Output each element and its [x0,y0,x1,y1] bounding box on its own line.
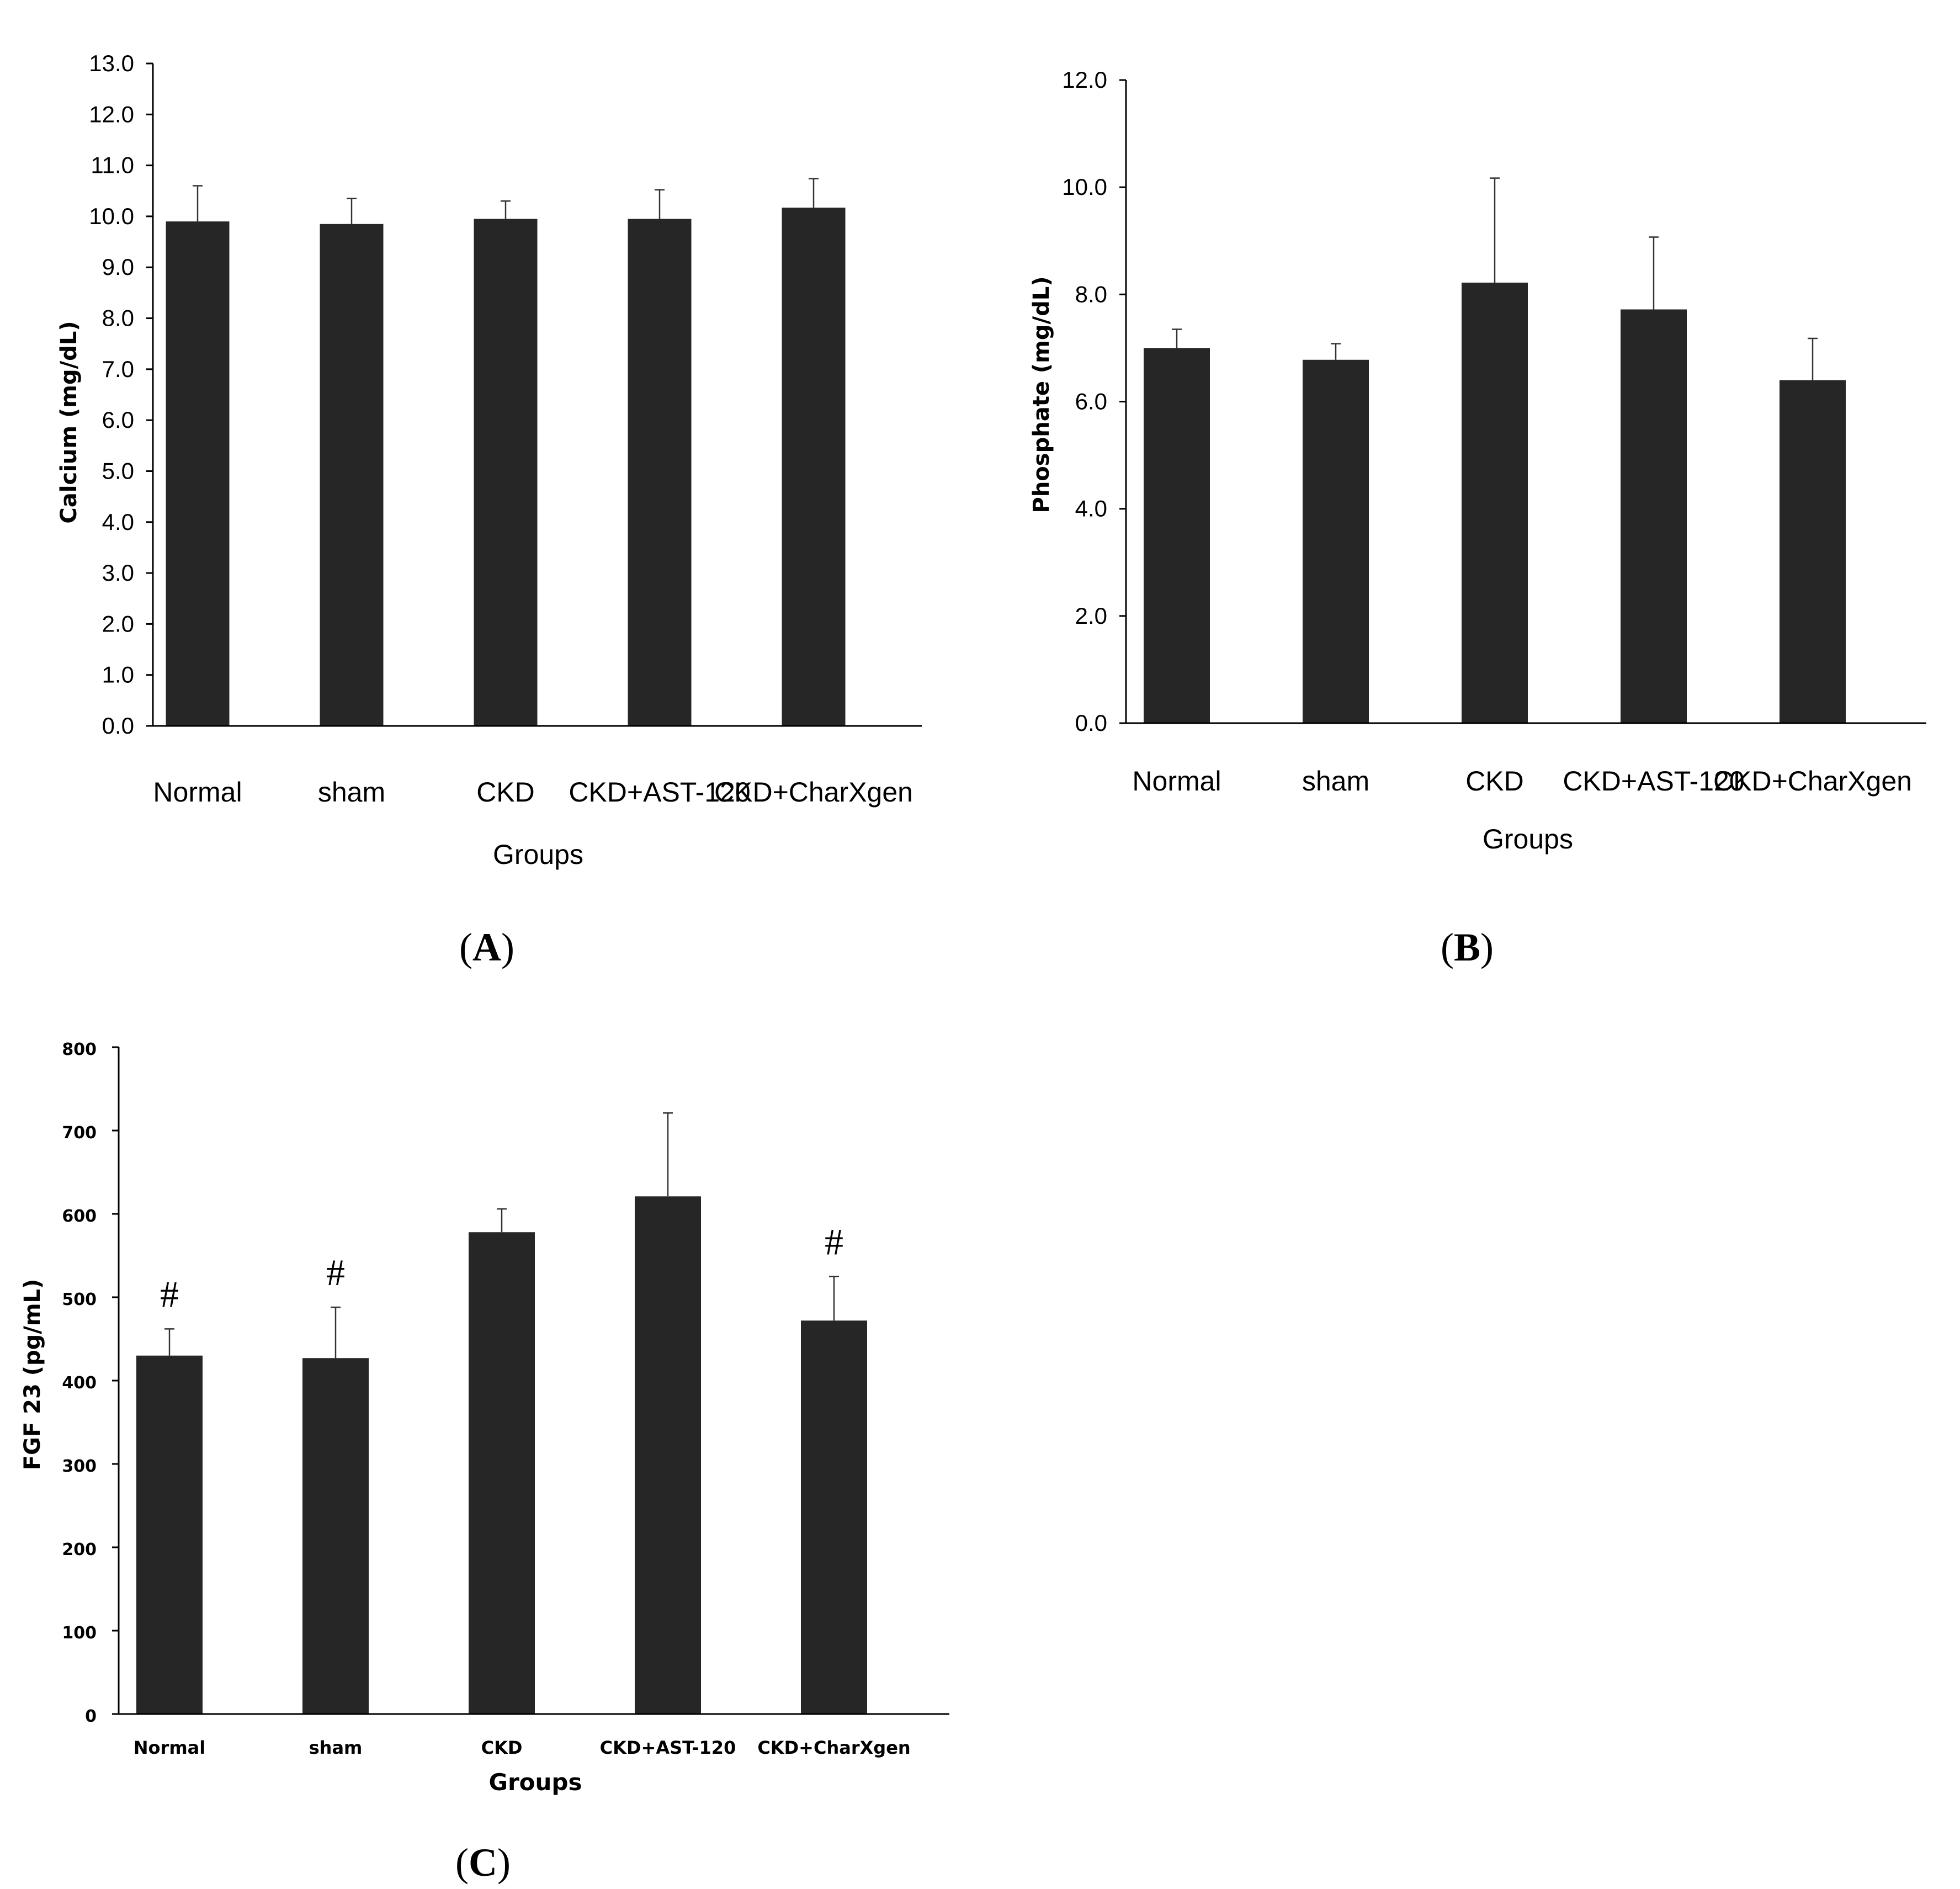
y-tick-label: 600 [62,1207,97,1226]
y-tick-label: 500 [62,1290,97,1309]
y-tick-label: 8.0 [102,305,134,331]
y-tick-label: 200 [62,1540,97,1559]
panel-label: (B) [1441,925,1494,969]
x-category-label: Normal [1132,766,1221,797]
panel-label: (C) [455,1840,511,1885]
bar [1303,359,1369,723]
y-tick-label: 300 [62,1457,97,1476]
y-ticks: 0.0 1.0 2.0 3.0 4.0 5.0 6.0 7.0 8.0 9.0 10.0 11.0 12… [89,50,153,739]
y-tick-label: 10.0 [1062,174,1107,200]
x-category-label: CKD+CharXgen [757,1737,910,1758]
y-tick-label: 3.0 [102,560,134,586]
bar [474,219,538,726]
x-category-label: CKD+AST-120 [600,1737,736,1758]
y-tick-label: 0.0 [102,713,134,739]
significance-marker: # [160,1273,179,1315]
bar [635,1196,701,1714]
y-axis-title: FGF 23 (pg/mL) [20,1279,45,1471]
y-tick-label: 6.0 [102,407,134,433]
bar-group [136,1112,867,1714]
y-tick-label: 7.0 [102,356,134,382]
y-tick-label: 4.0 [1075,496,1107,522]
y-tick-label: 700 [62,1123,97,1143]
x-axis-title: Groups [493,839,583,870]
bar [166,221,230,726]
x-category-label: sham [318,777,385,808]
y-tick-label: 100 [62,1623,97,1643]
y-tick-label: 12.0 [89,101,134,127]
x-category-label: sham [309,1737,363,1758]
x-axis-title: Groups [488,1769,582,1796]
bar [628,219,692,726]
y-tick-label: 2.0 [102,611,134,636]
y-tick-label: 5.0 [102,458,134,484]
bar [1621,309,1687,723]
x-category-label: Normal [153,777,242,808]
annotations: # # # [160,1221,843,1315]
bar-group [1144,177,1846,724]
bar [136,1355,203,1714]
x-category-label: CKD [476,777,535,808]
y-tick-label: 400 [62,1373,97,1393]
y-tick-label: 12.0 [1062,67,1107,93]
significance-marker: # [825,1221,843,1262]
bar [1144,348,1210,723]
bar [320,224,384,726]
bar [302,1358,369,1714]
y-tick-label: 11.0 [91,152,134,178]
y-tick-label: 8.0 [1075,281,1107,307]
chart-a: 0.0 1.0 2.0 3.0 4.0 5.0 6.0 7.0 8.0 9.0 10.0 11.0 12… [56,50,922,969]
y-ticks: 0 100 200 300 400 500 600 700 800 [62,1040,119,1726]
y-tick-label: 2.0 [1075,603,1107,629]
y-tick-label: 13.0 [89,50,134,76]
x-category-labels: Normal sham CKD CKD+AST-120 CKD+CharXgen [134,1737,911,1758]
bar [1780,380,1846,723]
y-tick-label: 1.0 [102,662,134,688]
x-category-label: CKD+AST-120 [1563,766,1744,797]
bar-group [166,178,846,726]
y-tick-label: 10.0 [89,203,134,229]
axes [152,63,922,727]
bar [1462,282,1528,724]
x-category-label: Normal [134,1737,205,1758]
y-tick-label: 4.0 [102,509,134,535]
panel-label: (A) [459,925,514,969]
x-category-label: CKD+CharXgen [1713,766,1912,797]
bar [801,1320,867,1714]
x-category-label: CKD+CharXgen [714,777,913,808]
bar [782,208,846,726]
significance-marker: # [326,1251,345,1293]
x-category-label: CKD+AST-120 [569,777,750,808]
y-tick-label: 9.0 [102,254,134,280]
y-axis-title: Calcium (mg/dL) [56,321,82,523]
chart-c: 0 100 200 300 400 500 600 700 800 Normal sham CKD C… [20,1040,949,1885]
y-ticks: 0.0 2.0 4.0 6.0 8.0 10.0 12.0 [1062,67,1126,736]
x-category-label: CKD [481,1737,523,1758]
x-axis-title: Groups [1483,824,1573,855]
x-category-label: CKD [1465,766,1524,797]
chart-b: 0.0 2.0 4.0 6.0 8.0 10.0 12.0 Normal sham CKD CKD… [1029,67,1926,969]
bar [469,1232,535,1714]
y-tick-label: 6.0 [1075,389,1107,415]
y-tick-label: 0 [85,1707,97,1726]
x-category-label: sham [1302,766,1369,797]
y-tick-label: 0.0 [1075,710,1107,736]
y-tick-label: 800 [62,1040,97,1059]
y-axis-title: Phosphate (mg/dL) [1029,277,1054,513]
